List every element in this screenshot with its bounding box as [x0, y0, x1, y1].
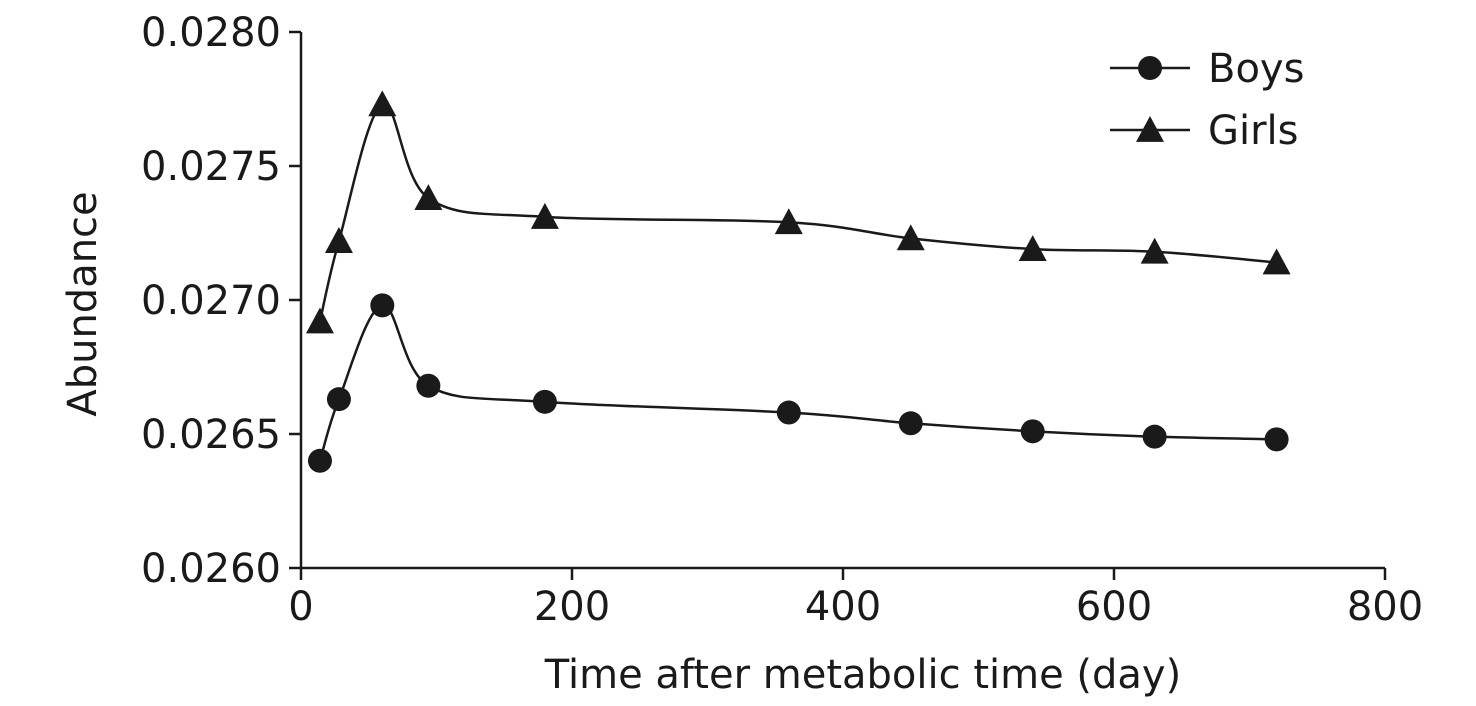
data-point-boys [1142, 424, 1167, 449]
data-point-girls [774, 208, 803, 235]
axes: 0.0260 0.0265 0.0270 0.0275 0.0280 0 200 400 60… [141, 10, 1423, 630]
data-point-girls [1018, 235, 1047, 261]
y-tick-label: 0.0270 [141, 278, 281, 324]
y-axis-title: Abundance [60, 191, 106, 416]
legend-marker-girls [1136, 116, 1164, 142]
legend-label-boys: Boys [1208, 46, 1304, 92]
data-point-girls [1140, 237, 1169, 264]
data-point-girls [324, 227, 353, 253]
y-tick-label: 0.0275 [141, 144, 281, 190]
x-tick-label: 600 [1076, 584, 1152, 630]
legend-item-boys: Boys [1110, 46, 1304, 92]
data-point-boys [307, 448, 332, 473]
y-tick-label: 0.0280 [141, 10, 281, 56]
legend-item-girls: Girls [1110, 108, 1299, 154]
data-point-boys [1264, 427, 1289, 452]
series-line-girls [318, 103, 1277, 322]
data-point-boys [898, 411, 923, 436]
data-point-girls [1262, 248, 1291, 275]
data-point-boys [416, 373, 441, 398]
legend-marker-boys [1138, 56, 1162, 80]
y-tick-label: 0.0260 [141, 546, 281, 592]
x-tick-label: 0 [288, 584, 313, 630]
data-point-boys [370, 293, 395, 318]
x-tick-label: 800 [1347, 584, 1423, 630]
data-point-boys [326, 387, 351, 412]
data-point-girls [414, 184, 443, 211]
data-point-girls [896, 224, 925, 251]
legend: Boys Girls [1110, 46, 1304, 154]
data-point-boys [532, 389, 557, 414]
series-line-boys [318, 304, 1277, 462]
data-point-girls [305, 307, 334, 334]
x-tick-label: 400 [805, 584, 881, 630]
x-tick-label: 200 [534, 584, 610, 630]
series-layer [305, 90, 1291, 473]
data-point-boys [776, 400, 801, 425]
data-point-girls [368, 90, 397, 117]
data-point-girls [530, 202, 559, 229]
legend-label-girls: Girls [1208, 108, 1299, 154]
y-tick-label: 0.0265 [141, 412, 281, 458]
y-ticks: 0.0260 0.0265 0.0270 0.0275 0.0280 [141, 10, 301, 592]
x-axis-title: Time after metabolic time (day) [544, 652, 1181, 698]
series-girls [305, 90, 1291, 334]
x-ticks: 0 200 400 600 800 [288, 568, 1423, 630]
series-boys [307, 293, 1289, 473]
data-point-boys [1020, 419, 1045, 444]
